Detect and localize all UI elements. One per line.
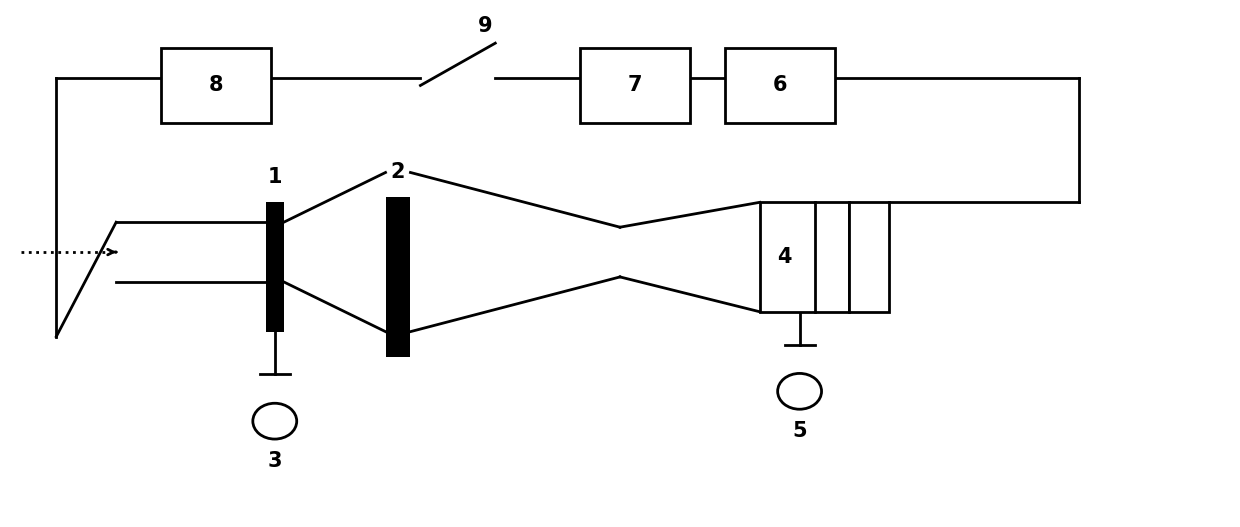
Text: 5: 5: [792, 421, 807, 441]
Bar: [265, 202, 284, 331]
Bar: [760, 202, 849, 312]
Text: 8: 8: [208, 75, 223, 95]
Bar: [161, 48, 270, 123]
Bar: [849, 202, 889, 312]
Bar: [580, 48, 689, 123]
Text: 9: 9: [477, 16, 492, 36]
Text: 1: 1: [268, 168, 281, 188]
Text: 3: 3: [268, 451, 281, 471]
Ellipse shape: [777, 374, 822, 409]
Text: 2: 2: [391, 162, 405, 182]
Bar: [386, 197, 410, 356]
Text: 4: 4: [777, 247, 792, 267]
Text: 7: 7: [627, 75, 642, 95]
Ellipse shape: [253, 403, 296, 439]
Text: 6: 6: [773, 75, 787, 95]
Bar: [724, 48, 835, 123]
